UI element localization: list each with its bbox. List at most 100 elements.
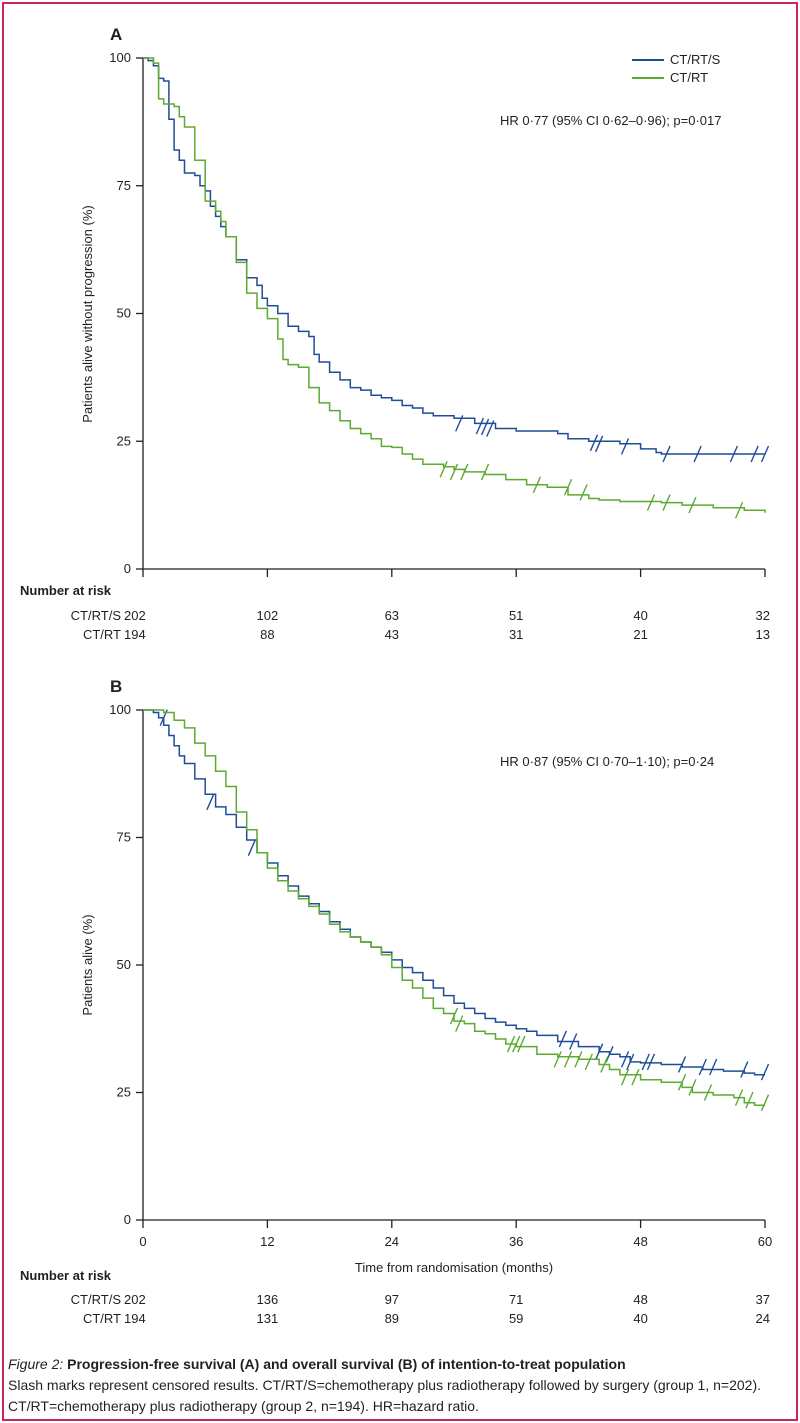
panel-b-x-tick-label-24: 24 <box>385 1234 399 1249</box>
panel-b-risk-value-1-5: 24 <box>756 1311 770 1326</box>
panel-a-censor-ct-rt-s-1 <box>475 417 485 435</box>
panel-a-censor-ct-rt-8 <box>662 494 671 511</box>
panel-a-risk-value-0-4: 40 <box>633 608 647 623</box>
panel-b-censor-ct-rt-0 <box>449 1007 459 1025</box>
panel-b-censor-ct-rt-s-11 <box>677 1056 687 1073</box>
panel-b-censor-ct-rt-s-2 <box>247 839 256 856</box>
panel-b-risk-value-1-4: 40 <box>633 1311 647 1326</box>
panel-a-risk-value-1-3: 31 <box>509 627 523 642</box>
panel-b-censor-ct-rt-2 <box>506 1035 516 1053</box>
panel-a-y-tick-label-100: 100 <box>109 50 131 65</box>
figure-caption: Figure 2: Progression-free survival (A) … <box>8 1354 792 1417</box>
panel-a-risk-value-0-1: 102 <box>257 608 279 623</box>
panel-b-censor-ct-rt-11 <box>631 1068 640 1086</box>
panel-b-y-axis-label: Patients alive (%) <box>80 914 95 1015</box>
panel-a-censor-ct-rt-6 <box>579 484 588 501</box>
panel-a-risk-value-1-1: 88 <box>260 627 274 642</box>
panel-a-censor-ct-rt-s-6 <box>620 438 630 455</box>
panel-b-censor-ct-rt-s-1 <box>206 793 215 811</box>
panel-b-risk-value-1-2: 89 <box>385 1311 399 1326</box>
panel-b-censor-ct-rt-9 <box>600 1056 609 1073</box>
panel-b-x-tick-label-60: 60 <box>758 1234 772 1249</box>
panel-a-y-axis-label: Patients alive without progression (%) <box>80 205 95 423</box>
panel-a-censor-ct-rt-s-8 <box>693 445 702 463</box>
panel-b-censor-ct-rt-s-14 <box>740 1061 749 1078</box>
panel-b-risk-value-0-5: 37 <box>756 1292 770 1307</box>
panel-a-y-tick-label-25: 25 <box>117 433 131 448</box>
panel-b-risk-value-1-0: 194 <box>124 1311 146 1326</box>
panel-b-censor-ct-rt-16 <box>745 1091 754 1109</box>
panel-b-risk-value-0-1: 136 <box>257 1292 279 1307</box>
panel-a-risk-value-1-0: 194 <box>124 627 146 642</box>
panel-a-y-tick-label-75: 75 <box>117 178 131 193</box>
panel-b-censor-ct-rt-s-4 <box>569 1033 578 1050</box>
panel-a-risk-row-name-1: CT/RT <box>83 627 121 642</box>
panel-a-censor-ct-rt-9 <box>688 496 697 514</box>
panel-b-censor-ct-rt-13 <box>688 1079 697 1096</box>
panel-b-x-tick-label-12: 12 <box>260 1234 274 1249</box>
panel-a-risk-value-0-5: 32 <box>756 608 770 623</box>
legend-label-1: CT/RT <box>670 70 708 85</box>
panel-b-risk-value-0-2: 97 <box>385 1292 399 1307</box>
panel-b-risk-value-0-4: 48 <box>633 1292 647 1307</box>
panel-b-hazard-ratio: HR 0·87 (95% CI 0·70–1·10); p=0·24 <box>500 754 714 769</box>
panel-a-censor-ct-rt-1 <box>449 463 459 481</box>
panel-a-curve-ct-rt-s <box>143 57 765 455</box>
panel-b-censor-ct-rt-7 <box>574 1051 583 1068</box>
panel-b-curve-ct-rt-s <box>143 709 765 1076</box>
panel-a-censor-ct-rt-4 <box>532 476 542 493</box>
panel-b-y-tick-label-100: 100 <box>109 702 131 717</box>
panel-a-y-tick-label-50: 50 <box>117 306 131 321</box>
panel-b-x-tick-label-36: 36 <box>509 1234 523 1249</box>
caption-lead: Figure 2: <box>8 1356 64 1372</box>
panel-b-x-tick-label-48: 48 <box>633 1234 647 1249</box>
panel-a-y-tick-label-0: 0 <box>124 561 131 576</box>
panel-b-censor-ct-rt-8 <box>584 1053 593 1071</box>
panel-b-y-tick-label-25: 25 <box>117 1085 131 1100</box>
panel-b-censor-ct-rt-1 <box>455 1015 464 1032</box>
panel-a-risk-value-1-2: 43 <box>385 627 399 642</box>
panel-a-risk-value-0-2: 63 <box>385 608 399 623</box>
panel-a-censor-ct-rt-s-9 <box>729 445 739 463</box>
panel-b-censor-ct-rt-s-7 <box>620 1051 630 1068</box>
panel-a-censor-ct-rt-s-10 <box>750 445 759 463</box>
panel-b-censor-ct-rt-3 <box>512 1035 521 1053</box>
panel-b-y-tick-label-0: 0 <box>124 1212 131 1227</box>
panel-a-censor-ct-rt-2 <box>460 463 469 481</box>
panel-a-risk-value-1-4: 21 <box>633 627 647 642</box>
panel-a-curve-ct-rt <box>143 57 766 513</box>
panel-a-risk-row-name-0: CT/RT/S <box>71 608 122 623</box>
panel-b-censor-ct-rt-s-12 <box>698 1058 707 1076</box>
panel-b-risk-value-1-3: 59 <box>509 1311 523 1326</box>
panel-a-censor-ct-rt-7 <box>646 494 656 511</box>
panel-b-risk-value-0-3: 71 <box>509 1292 523 1307</box>
panel-b-censor-ct-rt-s-13 <box>709 1058 718 1076</box>
panel-b-letter: B <box>110 677 122 696</box>
panel-a-censor-ct-rt-s-11 <box>760 445 770 463</box>
panel-b-censor-ct-rt-12 <box>677 1074 687 1091</box>
panel-b-risk-header: Number at risk <box>20 1268 112 1283</box>
panel-b-censor-ct-rt-s-9 <box>641 1053 650 1071</box>
caption-body: Slash marks represent censored results. … <box>8 1377 761 1414</box>
panel-a-risk-value-1-5: 13 <box>756 627 770 642</box>
panel-b-censor-ct-rt-10 <box>620 1068 630 1086</box>
panel-a-risk-value-0-3: 51 <box>509 608 523 623</box>
panel-b-risk-row-name-0: CT/RT/S <box>71 1292 122 1307</box>
panel-b-risk-value-1-1: 131 <box>257 1311 279 1326</box>
panel-a-censor-ct-rt-s-5 <box>594 435 604 453</box>
panel-b-censor-ct-rt-15 <box>734 1089 744 1106</box>
panel-b-censor-ct-rt-s-15 <box>760 1063 770 1081</box>
panel-a-letter: A <box>110 25 122 44</box>
panel-b-censor-ct-rt-5 <box>553 1051 562 1068</box>
panel-a-censor-ct-rt-3 <box>480 463 490 481</box>
panel-b-censor-ct-rt-6 <box>563 1051 573 1068</box>
panel-b-x-tick-label-0: 0 <box>139 1234 146 1249</box>
panel-b-risk-value-0-0: 202 <box>124 1292 146 1307</box>
panel-a-censor-ct-rt-s-3 <box>486 420 495 437</box>
panel-a-censor-ct-rt-10 <box>734 501 744 519</box>
panel-a-censor-ct-rt-5 <box>563 478 573 496</box>
panel-a-risk-header: Number at risk <box>20 583 112 598</box>
panel-b-censor-ct-rt-4 <box>517 1035 526 1053</box>
